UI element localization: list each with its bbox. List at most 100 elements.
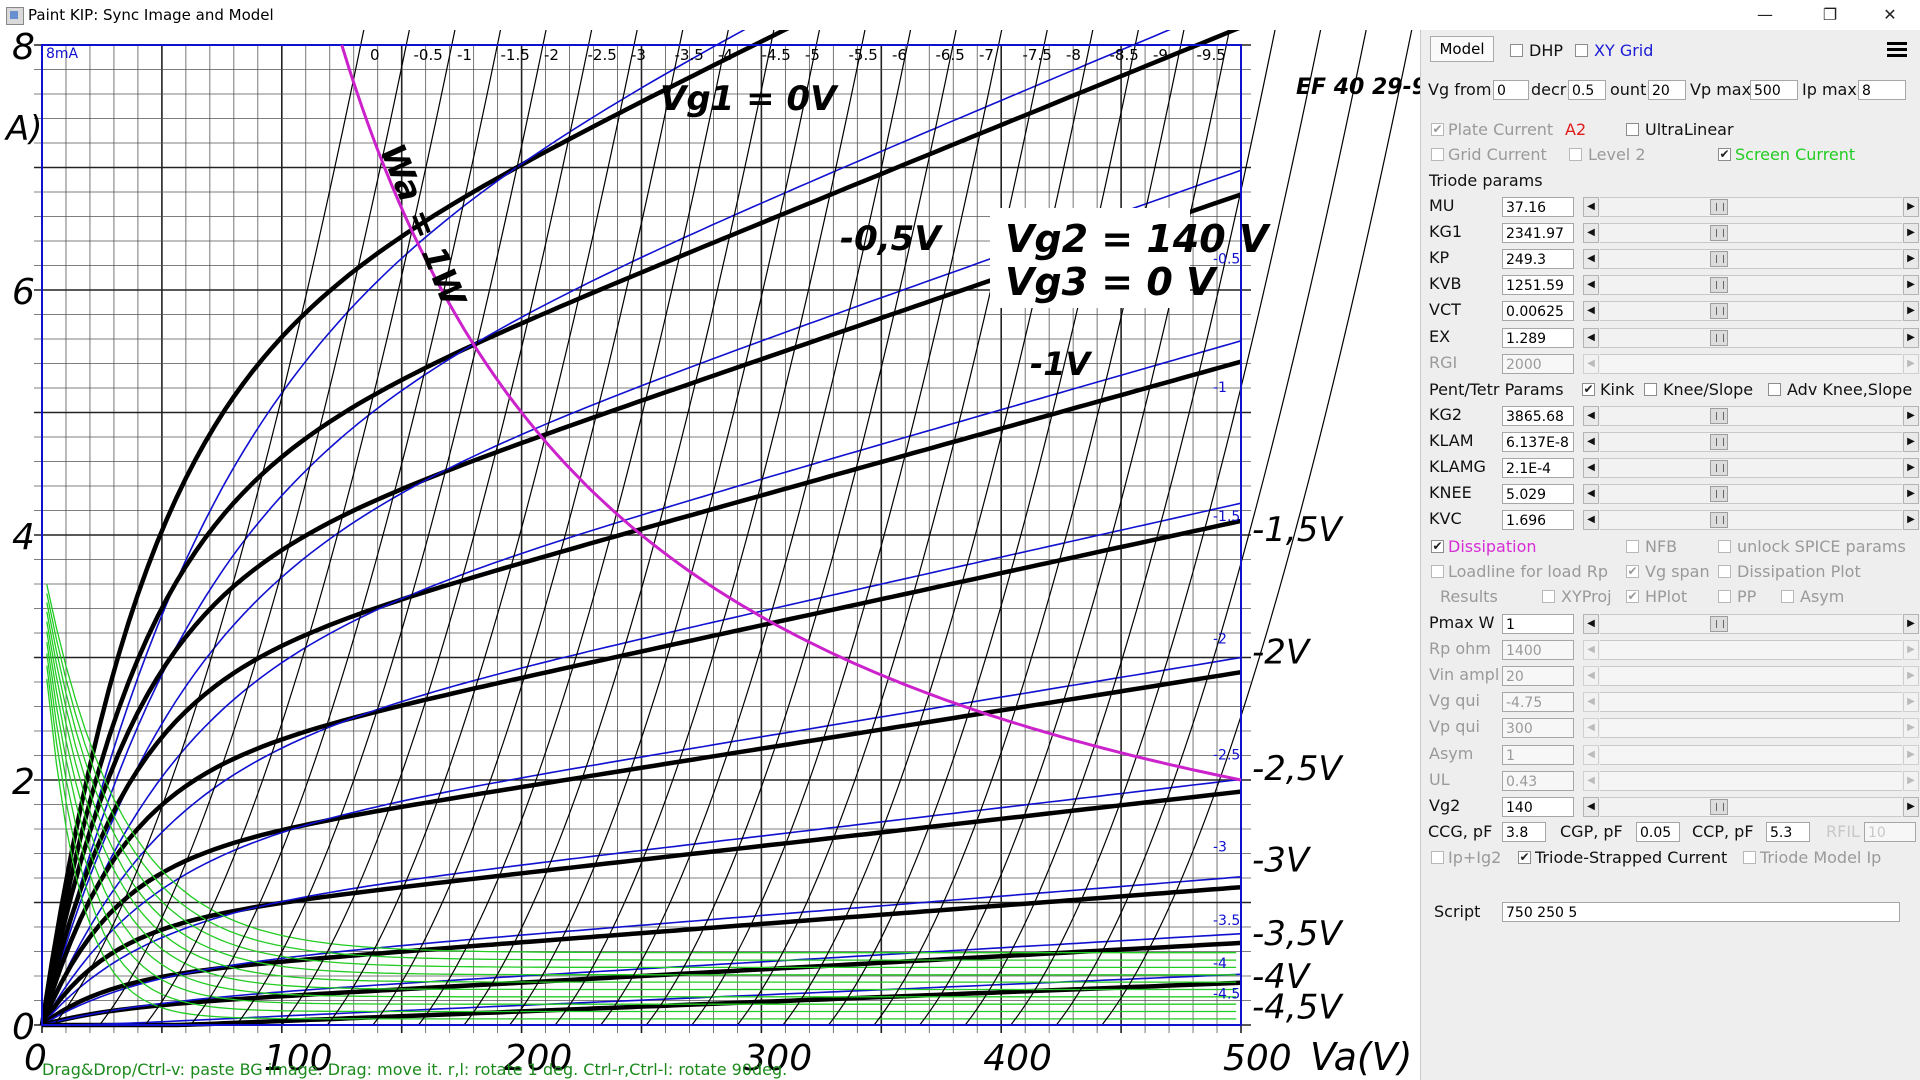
slider-left-arrow-icon[interactable]: ◀ (1583, 692, 1599, 713)
slider-right-arrow-icon[interactable]: ▶ (1903, 406, 1919, 426)
vg-span-checkbox[interactable]: ✔ (1626, 564, 1639, 578)
param-slider-kp[interactable]: ◀ ▶ (1583, 249, 1920, 270)
param-field-vct[interactable]: 0.00625 (1502, 301, 1574, 322)
slider-left-arrow-icon[interactable]: ◀ (1583, 458, 1599, 479)
slider-track[interactable] (1600, 510, 1902, 531)
maximize-button[interactable]: ❐ (1822, 5, 1838, 24)
param-field-vin-ampl[interactable]: 20 (1502, 666, 1574, 687)
decr-field[interactable]: 0.5 (1568, 80, 1606, 100)
pp-checkbox[interactable] (1718, 590, 1731, 603)
triode-strapped-checkbox[interactable]: ✔ (1518, 850, 1531, 864)
results-button[interactable]: Results (1440, 587, 1498, 606)
ip-ig2-checkbox[interactable] (1431, 851, 1444, 864)
param-field-kg1[interactable]: 2341.97 (1502, 223, 1574, 244)
slider-track[interactable] (1600, 197, 1902, 217)
param-field-ul[interactable]: 0.43 (1502, 770, 1574, 791)
slider-thumb[interactable] (1710, 512, 1728, 529)
param-field-kvb[interactable]: 1251.59 (1502, 275, 1574, 296)
slider-right-arrow-icon[interactable]: ▶ (1903, 484, 1919, 505)
param-slider-rgi[interactable]: ◀ ▶ (1583, 353, 1920, 374)
slider-left-arrow-icon[interactable]: ◀ (1583, 353, 1599, 374)
param-slider-vg2[interactable]: ◀ ▶ (1583, 796, 1920, 817)
plot-canvas[interactable]: 8 6 4 2 0 A) 0 100 200 300 400 500 Va(V) EF 40 29-9 Vg… (0, 30, 1420, 1080)
param-field-kg2[interactable]: 3865.68 (1502, 406, 1574, 426)
param-field-pmax-w[interactable]: 1 (1502, 614, 1574, 634)
slider-track[interactable] (1600, 692, 1902, 713)
param-slider-asym[interactable]: ◀ ▶ (1583, 744, 1920, 765)
script-field[interactable]: 750 250 5 (1502, 902, 1900, 922)
param-slider-vp-qui[interactable]: ◀ ▶ (1583, 718, 1920, 739)
slider-right-arrow-icon[interactable]: ▶ (1903, 510, 1919, 531)
slider-track[interactable] (1600, 770, 1902, 791)
slider-left-arrow-icon[interactable]: ◀ (1583, 223, 1599, 244)
vg-from-field[interactable]: 0 (1493, 80, 1529, 100)
slider-left-arrow-icon[interactable]: ◀ (1583, 510, 1599, 531)
ccp-field[interactable]: 5.3 (1766, 822, 1810, 842)
param-field-vg2[interactable]: 140 (1502, 796, 1574, 817)
slider-thumb[interactable] (1710, 199, 1728, 215)
tab-model[interactable]: Model (1430, 36, 1494, 62)
slider-left-arrow-icon[interactable]: ◀ (1583, 197, 1599, 217)
slider-right-arrow-icon[interactable]: ▶ (1903, 718, 1919, 739)
slider-right-arrow-icon[interactable]: ▶ (1903, 327, 1919, 348)
asym-checkbox[interactable] (1781, 590, 1794, 603)
slider-thumb[interactable] (1710, 408, 1728, 424)
slider-thumb[interactable] (1710, 434, 1728, 451)
slider-track[interactable] (1600, 458, 1902, 479)
slider-track[interactable] (1600, 666, 1902, 687)
param-slider-kvb[interactable]: ◀ ▶ (1583, 275, 1920, 296)
slider-track[interactable] (1600, 484, 1902, 505)
slider-thumb[interactable] (1710, 251, 1728, 268)
param-slider-mu[interactable]: ◀ ▶ (1583, 197, 1920, 217)
slider-thumb[interactable] (1710, 460, 1728, 477)
slider-left-arrow-icon[interactable]: ◀ (1583, 275, 1599, 296)
slider-track[interactable] (1600, 432, 1902, 453)
slider-left-arrow-icon[interactable]: ◀ (1583, 744, 1599, 765)
slider-right-arrow-icon[interactable]: ▶ (1903, 432, 1919, 453)
param-field-mu[interactable]: 37.16 (1502, 197, 1574, 217)
param-slider-klamg[interactable]: ◀ ▶ (1583, 458, 1920, 479)
slider-left-arrow-icon[interactable]: ◀ (1583, 432, 1599, 453)
slider-thumb[interactable] (1710, 277, 1728, 294)
param-slider-vin-ampl[interactable]: ◀ ▶ (1583, 666, 1920, 687)
param-slider-ex[interactable]: ◀ ▶ (1583, 327, 1920, 348)
slider-right-arrow-icon[interactable]: ▶ (1903, 692, 1919, 713)
slider-track[interactable] (1600, 301, 1902, 322)
slider-thumb[interactable] (1710, 329, 1728, 346)
ultralinear-checkbox[interactable] (1626, 123, 1639, 136)
dhp-checkbox[interactable] (1510, 44, 1523, 57)
slider-left-arrow-icon[interactable]: ◀ (1583, 327, 1599, 348)
param-field-kvc[interactable]: 1.696 (1502, 510, 1574, 531)
triode-model-ip-checkbox[interactable] (1743, 851, 1756, 864)
slider-left-arrow-icon[interactable]: ◀ (1583, 718, 1599, 739)
param-field-rp-ohm[interactable]: 1400 (1502, 640, 1574, 661)
minimize-button[interactable]: — (1757, 5, 1773, 24)
slider-track[interactable] (1600, 796, 1902, 817)
slider-thumb[interactable] (1710, 798, 1728, 815)
param-field-asym[interactable]: 1 (1502, 744, 1574, 765)
slider-right-arrow-icon[interactable]: ▶ (1903, 770, 1919, 791)
param-slider-pmax-w[interactable]: ◀ ▶ (1583, 614, 1920, 634)
rfil-field[interactable]: 10 (1864, 822, 1916, 842)
slider-right-arrow-icon[interactable]: ▶ (1903, 275, 1919, 296)
slider-left-arrow-icon[interactable]: ◀ (1583, 796, 1599, 817)
close-button[interactable]: ✕ (1883, 5, 1897, 24)
param-field-klamg[interactable]: 2.1E-4 (1502, 458, 1574, 479)
slider-track[interactable] (1600, 249, 1902, 270)
ccg-field[interactable]: 3.8 (1502, 822, 1546, 842)
slider-right-arrow-icon[interactable]: ▶ (1903, 353, 1919, 374)
slider-track[interactable] (1600, 718, 1902, 739)
level2-checkbox[interactable] (1569, 148, 1582, 161)
param-slider-kg2[interactable]: ◀ ▶ (1583, 406, 1920, 426)
screen-current-checkbox[interactable]: ✔ (1718, 147, 1731, 161)
slider-thumb[interactable] (1710, 225, 1728, 242)
slider-right-arrow-icon[interactable]: ▶ (1903, 744, 1919, 765)
count-field[interactable]: 20 (1648, 80, 1686, 100)
adv-knee-checkbox[interactable] (1768, 383, 1781, 396)
param-slider-rp-ohm[interactable]: ◀ ▶ (1583, 640, 1920, 661)
slider-left-arrow-icon[interactable]: ◀ (1583, 406, 1599, 426)
param-field-vp-qui[interactable]: 300 (1502, 718, 1574, 739)
slider-track[interactable] (1600, 614, 1902, 634)
slider-thumb[interactable] (1710, 616, 1728, 632)
param-field-ex[interactable]: 1.289 (1502, 327, 1574, 348)
